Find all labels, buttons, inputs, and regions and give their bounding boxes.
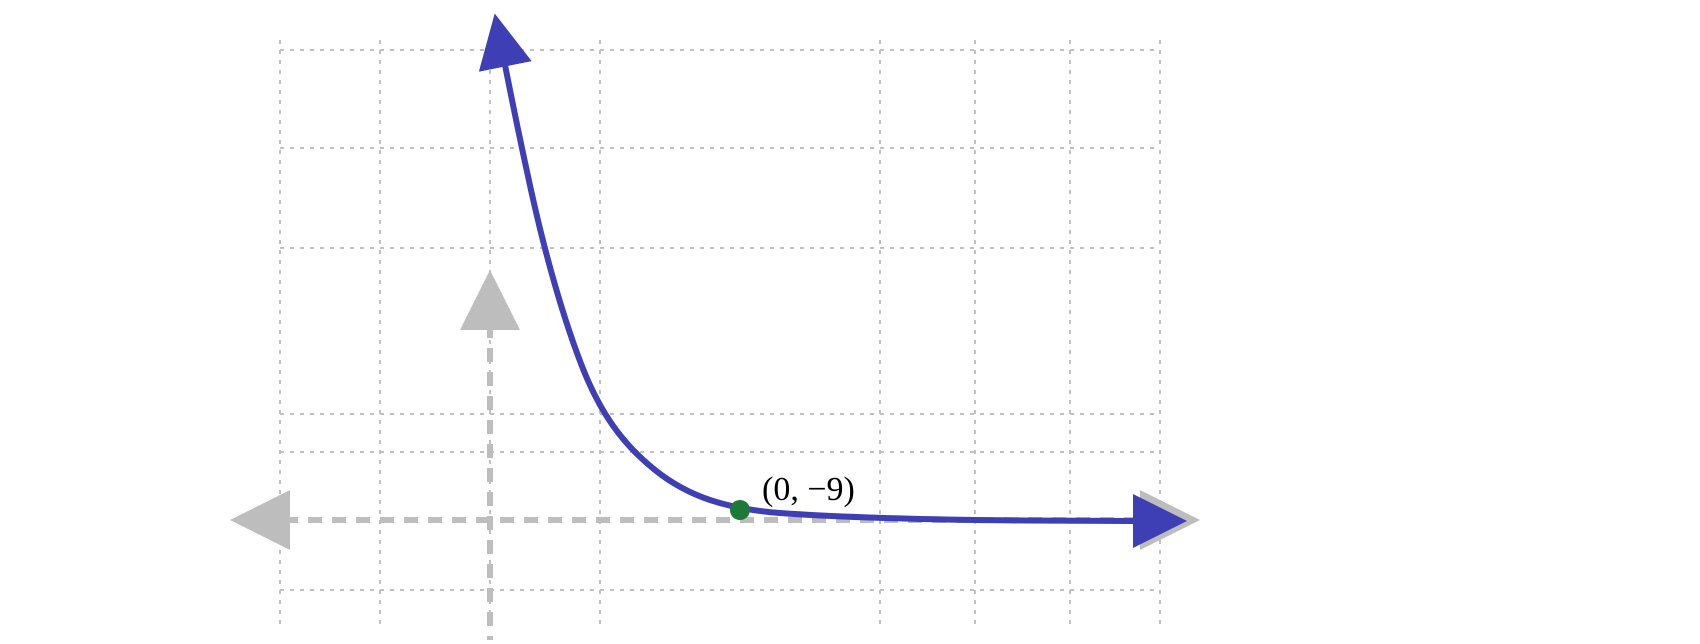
grid [280, 40, 1160, 624]
intercept-point [730, 500, 750, 520]
intercept-label: (0, −9) [762, 471, 855, 508]
chart-container: { "chart": { "type": "line", "width": 17… [0, 0, 1700, 644]
function-graph: (0, −9) [0, 0, 1700, 644]
